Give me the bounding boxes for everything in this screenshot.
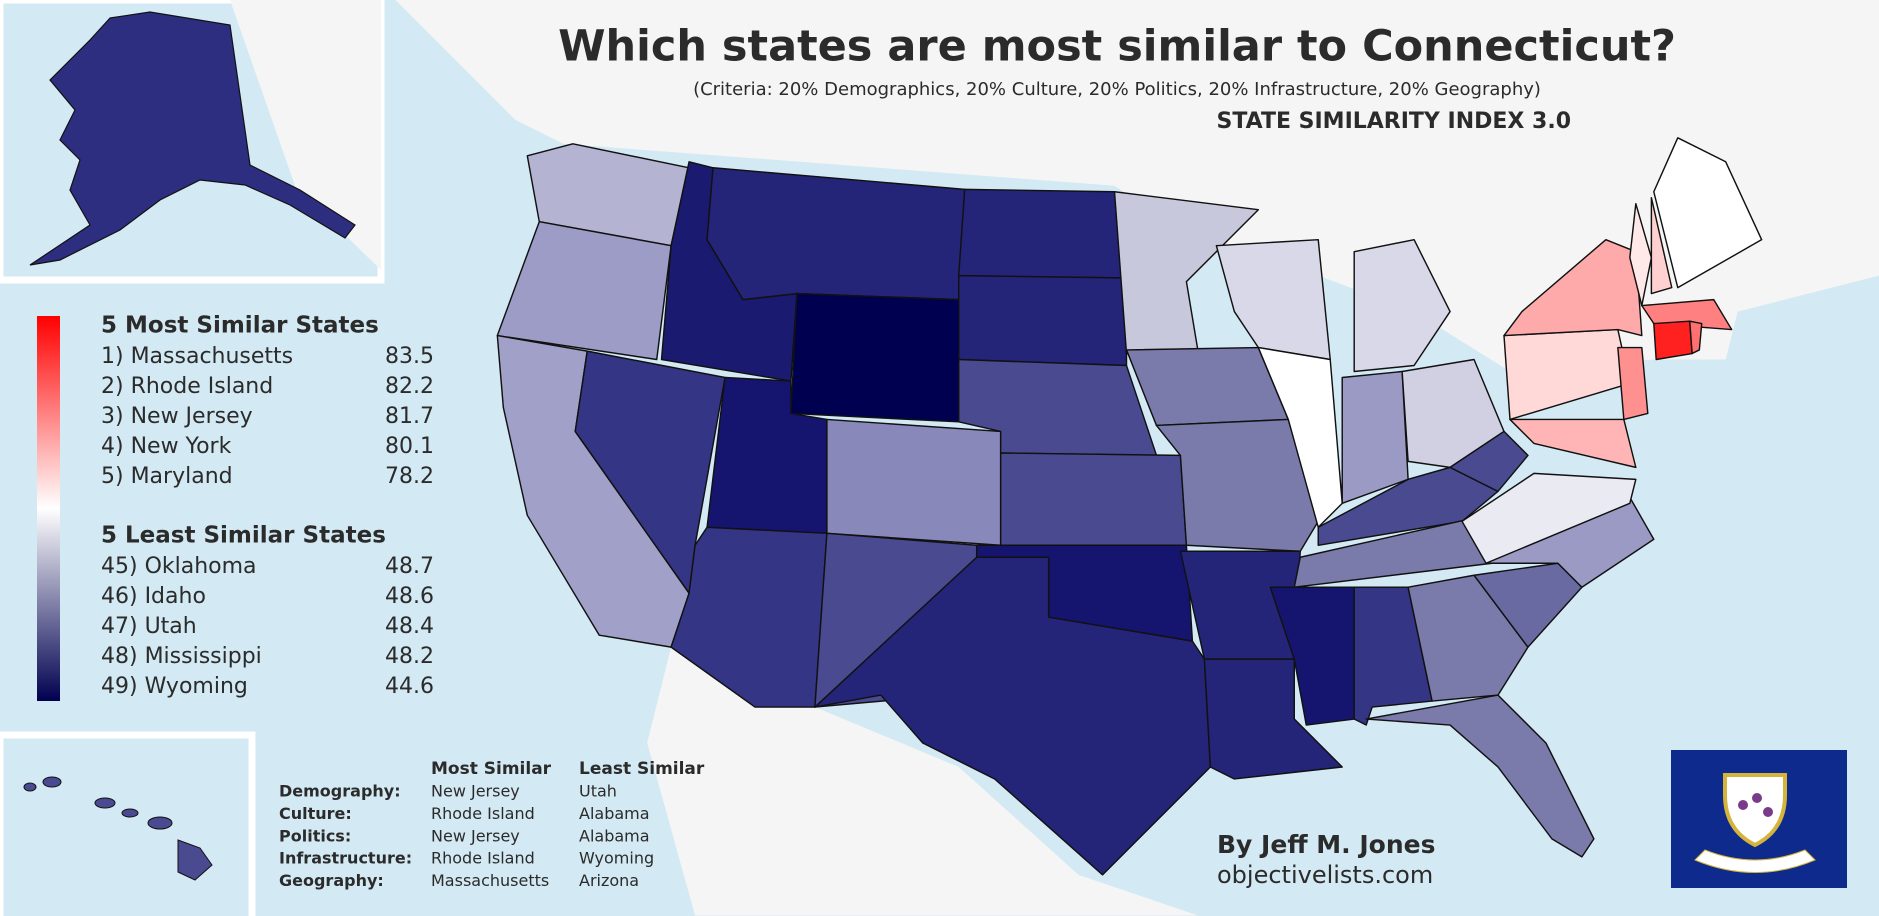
column-header: Least Similar xyxy=(579,759,705,779)
subtitle: (Criteria: 20% Demographics, 20% Culture… xyxy=(693,79,1541,100)
criterion: Geography: xyxy=(279,871,384,890)
flag-grapes xyxy=(1738,793,1773,817)
state xyxy=(1113,191,1260,355)
most-similar-state: Rhode Island xyxy=(431,849,535,868)
island xyxy=(147,816,173,830)
least-similar-state: Utah xyxy=(579,782,617,801)
legend-state: 2) Rhode Island xyxy=(101,374,273,399)
legend-score: 44.6 xyxy=(385,674,434,699)
site: objectivelists.com xyxy=(1217,861,1433,889)
canada-land xyxy=(230,0,381,270)
state xyxy=(958,188,1128,279)
least-similar-state: Alabama xyxy=(579,804,650,823)
most-similar-state: Massachusetts xyxy=(431,871,549,890)
title: Which states are most similar to Connect… xyxy=(558,22,1676,72)
criterion: Infrastructure: xyxy=(279,849,412,868)
legend-state: 45) Oklahoma xyxy=(101,554,257,579)
state xyxy=(1353,238,1451,373)
grape xyxy=(1752,793,1762,803)
state xyxy=(999,452,1188,546)
state xyxy=(958,274,1128,367)
flag-banner xyxy=(1694,849,1816,873)
state xyxy=(1461,472,1637,564)
least-similar-state: Wyoming xyxy=(579,849,654,868)
legend-score: 81.7 xyxy=(385,404,434,429)
state xyxy=(1257,346,1343,529)
column-header: Most Similar xyxy=(431,759,552,779)
hawaii xyxy=(23,776,213,881)
island xyxy=(121,808,139,818)
state xyxy=(1653,137,1763,289)
alaska xyxy=(29,11,356,266)
legend-state: 47) Utah xyxy=(101,614,197,639)
legend-score: 83.5 xyxy=(385,344,434,369)
most-similar-state: New Jersey xyxy=(431,826,520,845)
grape xyxy=(1763,807,1773,817)
island xyxy=(42,776,62,788)
criterion: Politics: xyxy=(279,826,351,845)
legend-state: 48) Mississippi xyxy=(101,644,262,669)
least-similar-state: Alabama xyxy=(579,826,650,845)
criterion: Culture: xyxy=(279,804,352,823)
legend-score: 80.1 xyxy=(385,434,434,459)
map-shapes xyxy=(395,0,1879,916)
legend-heading: 5 Least Similar States xyxy=(101,523,386,549)
grape xyxy=(1738,800,1748,810)
state xyxy=(1449,430,1529,493)
state xyxy=(1269,586,1355,726)
legend-score: 82.2 xyxy=(385,374,434,399)
legend-score: 78.2 xyxy=(385,464,434,489)
legend-state: 5) Maryland xyxy=(101,464,233,489)
state xyxy=(1503,238,1643,337)
state xyxy=(1689,320,1703,355)
state xyxy=(814,556,1212,876)
state xyxy=(496,220,672,361)
legend-state: 4) New York xyxy=(101,434,232,459)
most-similar-state: New Jersey xyxy=(431,782,520,801)
legend-score: 48.2 xyxy=(385,644,434,669)
least-similar-state: Arizona xyxy=(579,871,639,890)
legend-score: 48.7 xyxy=(385,554,434,579)
state xyxy=(1650,197,1673,295)
legend-state: 1) Massachusetts xyxy=(101,344,293,369)
canada-land xyxy=(395,0,1879,372)
mexico-land xyxy=(647,647,1199,916)
author: By Jeff M. Jones xyxy=(1217,830,1435,859)
state xyxy=(1365,694,1595,858)
legend-state: 46) Idaho xyxy=(101,584,206,609)
state xyxy=(706,167,966,301)
state xyxy=(1617,346,1649,421)
state xyxy=(1641,298,1733,331)
most-similar-state: Rhode Island xyxy=(431,804,535,823)
island xyxy=(177,839,213,881)
legend-state: 49) Wyoming xyxy=(101,674,248,699)
hawaii-inset xyxy=(0,731,256,916)
legend-state: 3) New Jersey xyxy=(101,404,253,429)
island xyxy=(23,782,37,792)
island xyxy=(94,797,116,809)
state xyxy=(1509,418,1637,469)
state xyxy=(790,292,960,423)
flag-shield xyxy=(1723,773,1787,848)
state xyxy=(1407,574,1529,702)
state xyxy=(1653,320,1693,361)
state xyxy=(1341,370,1409,505)
legend-score: 48.4 xyxy=(385,614,434,639)
criterion: Demography: xyxy=(279,782,401,801)
legend-heading: 5 Most Similar States xyxy=(101,313,379,339)
color-scale xyxy=(37,316,60,701)
state xyxy=(826,418,1002,546)
index-name: STATE SIMILARITY INDEX 3.0 xyxy=(1216,109,1571,134)
legend-score: 48.6 xyxy=(385,584,434,609)
